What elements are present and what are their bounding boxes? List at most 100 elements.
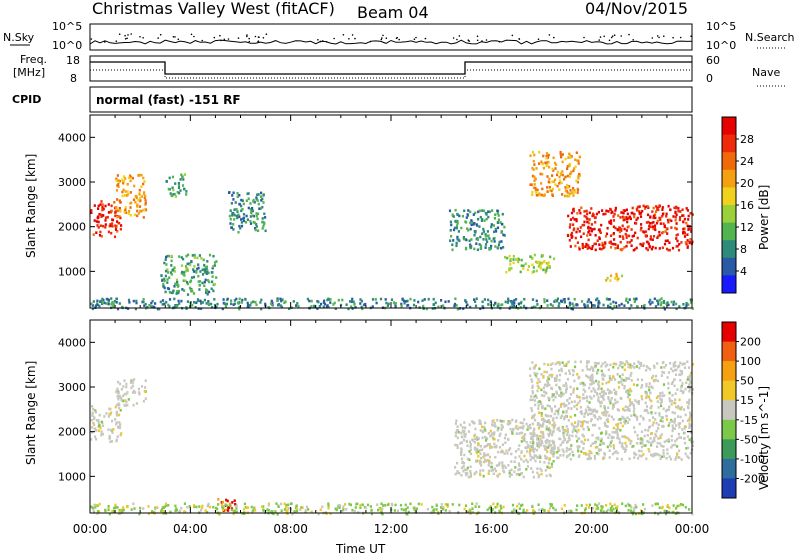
data-cell [180,300,182,303]
data-cell [456,227,458,230]
data-cell [667,382,669,385]
data-cell [581,504,583,507]
data-cell [168,188,170,191]
data-cell [613,418,615,421]
data-cell [676,388,678,391]
colorbar-tick-label: 8 [740,243,747,256]
data-cell [608,392,610,395]
x-tick-label: 16:00 [474,522,509,536]
colorbar-segment [722,275,736,293]
data-cell [684,362,686,365]
data-cell [483,210,485,213]
data-cell [465,504,467,507]
data-cell [165,503,167,506]
data-cell [558,188,560,191]
data-cell [111,431,113,434]
data-cell [525,468,527,471]
data-cell [645,402,647,405]
data-cell [549,405,551,408]
nsearch-dot [126,38,128,40]
data-cell [139,193,141,196]
data-cell [572,454,574,457]
data-cell [239,227,241,230]
data-cell [353,301,355,304]
data-cell [612,215,614,218]
data-cell [572,217,574,220]
data-cell [98,424,100,427]
data-cell [165,180,167,183]
data-cell [533,476,535,479]
data-cell [624,418,626,421]
data-cell [165,258,167,261]
data-cell [100,224,102,227]
data-cell [633,383,635,386]
data-cell [538,162,540,165]
data-cell [185,190,187,193]
data-cell [633,298,635,301]
data-cell [657,380,659,383]
data-cell [641,395,643,398]
data-cell [591,418,593,421]
data-cell [117,183,119,186]
data-cell [674,378,676,381]
data-cell [598,448,600,451]
data-cell [549,256,551,259]
data-cell [680,370,682,373]
data-cell [132,177,134,180]
data-cell [564,504,566,507]
data-cell [588,298,590,301]
data-cell [576,304,578,307]
data-cell [633,216,635,219]
data-cell [417,301,419,304]
data-cell [536,442,538,445]
data-cell [474,428,476,431]
data-cell [226,505,228,508]
data-cell [661,398,663,401]
data-cell [687,246,689,249]
data-cell [110,297,112,300]
data-cell [559,454,561,457]
data-cell [568,510,570,513]
data-cell [193,301,195,304]
data-cell [260,299,262,302]
data-cell [611,211,613,214]
data-cell [214,283,216,286]
data-cell [531,386,533,389]
nsearch-dot [343,34,345,36]
data-cell [581,413,583,416]
data-cell [688,457,690,460]
data-cell [124,393,126,396]
data-cell [549,507,551,510]
data-cell [123,379,125,382]
data-cell [628,408,630,411]
data-cell [587,226,589,229]
nsearch-dot [263,37,265,39]
data-cell [568,419,570,422]
data-cell [671,301,673,304]
data-cell [225,305,227,308]
data-cell [127,183,129,186]
data-cell [375,298,377,301]
nsearch-dot [124,35,126,37]
data-cell [483,446,485,449]
data-cell [536,449,538,452]
data-cell [206,302,208,305]
nsearch-dot [224,39,226,41]
data-cell [121,399,123,402]
data-cell [250,302,252,305]
data-cell [537,407,539,410]
data-cell [577,450,579,453]
data-cell [612,431,614,434]
data-cell [686,360,688,363]
data-cell [96,419,98,422]
data-cell [171,255,173,258]
data-cell [664,226,666,229]
data-cell [607,396,609,399]
data-cell [544,407,546,410]
data-cell [602,363,604,366]
data-cell [574,414,576,417]
data-cell [681,382,683,385]
data-cell [660,405,662,408]
data-cell [572,223,574,226]
data-cell [555,379,557,382]
